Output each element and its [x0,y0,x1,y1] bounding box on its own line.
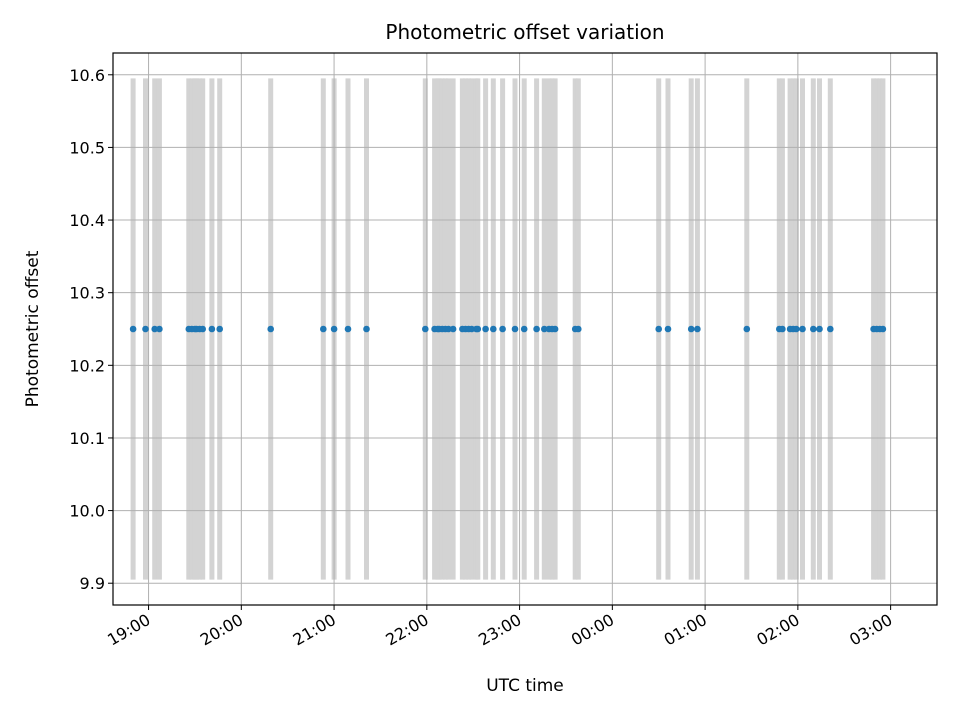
data-point [827,325,834,333]
y-tick-label: 10.5 [69,138,105,157]
data-point [422,325,429,333]
data-point [520,325,528,333]
data-point [156,325,163,333]
chart-title: Photometric offset variation [385,20,664,44]
y-tick-label: 10.3 [69,284,105,303]
data-point [541,325,548,333]
data-point [575,325,582,333]
data-point [199,325,206,333]
y-axis-ticks: 9.9 10.0 10.1 10.2 10.3 10.4 10.5 10.6 [69,66,113,593]
data-point [320,325,327,333]
data-point [793,325,800,333]
data-points [129,325,887,333]
x-axis-label: UTC time [486,676,564,696]
data-point [330,325,338,333]
data-point [816,325,823,333]
data-point [449,325,457,333]
data-point [779,325,786,333]
data-point [267,325,275,333]
data-point [363,325,370,333]
data-point [499,325,506,333]
data-point [208,325,216,333]
data-point [344,325,352,333]
data-point [511,325,519,333]
y-tick-label: 10.6 [69,66,105,85]
y-tick-label: 10.0 [69,502,105,521]
plot-frame [112,52,938,606]
data-point [799,325,806,333]
y-tick-label: 9.9 [80,574,105,593]
data-point [664,325,672,333]
data-point [216,325,223,333]
data-point [129,325,137,333]
data-point [694,325,701,333]
data-point [474,325,482,333]
y-tick-label: 10.1 [69,429,105,448]
y-axis-label: Photometric offset [23,250,43,407]
data-point [482,325,489,333]
data-point [468,325,476,333]
data-point [445,325,452,333]
data-point [655,325,662,333]
data-point [142,325,149,333]
data-point [151,325,158,333]
y-tick-label: 10.4 [69,211,105,230]
y-tick-label: 10.2 [69,356,105,375]
data-point [743,325,751,333]
data-point [490,325,497,333]
data-point [687,325,695,333]
data-point [879,325,887,333]
data-point [810,325,817,333]
data-point [533,325,540,333]
data-point [551,325,559,333]
